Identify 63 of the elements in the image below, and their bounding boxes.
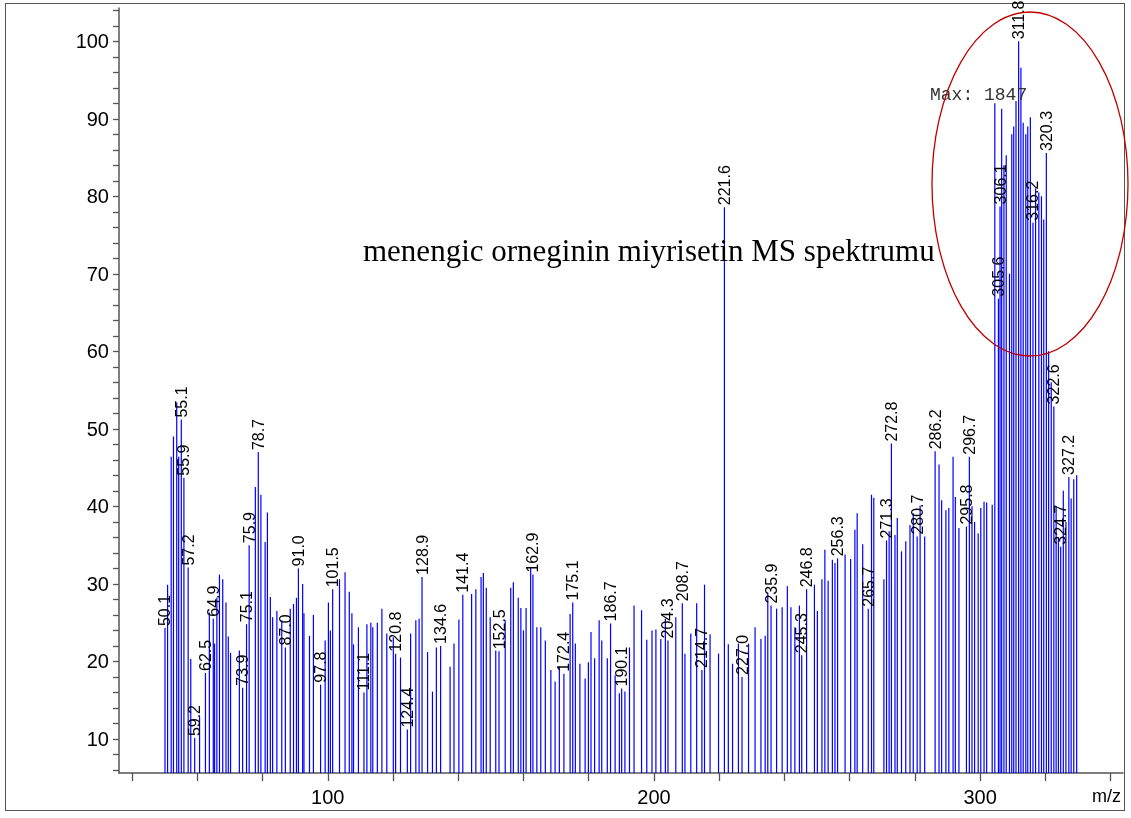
annotation: 141.4 xyxy=(454,552,472,593)
annotation: 280.7 xyxy=(908,494,926,535)
annotation: 221.6 xyxy=(715,165,733,206)
annotation: 324.7 xyxy=(1052,504,1070,545)
annotation: 62.5 xyxy=(196,639,214,672)
annotation: 152.5 xyxy=(490,609,508,650)
annotation: 87.0 xyxy=(276,614,294,646)
annotation: 75.9 xyxy=(240,511,258,544)
annotation: 57.2 xyxy=(179,534,197,566)
annotation: 162.9 xyxy=(524,532,542,573)
annotation: 271.3 xyxy=(878,498,896,539)
annotation: 186.7 xyxy=(602,581,620,622)
annotation: 175.1 xyxy=(564,560,582,601)
x-tick-label: 200 xyxy=(637,786,671,808)
x-tick-label: 100 xyxy=(311,786,345,808)
annotation: 64.9 xyxy=(204,585,222,617)
annotation: 124.4 xyxy=(398,687,416,728)
annotation: 227.0 xyxy=(733,634,751,675)
annotation: 75.1 xyxy=(238,590,256,623)
y-tick-label: 10 xyxy=(86,727,109,750)
annotation: 91.0 xyxy=(289,535,307,567)
annotation: 327.2 xyxy=(1060,434,1078,475)
annotation: 245.3 xyxy=(793,613,811,654)
annotation: 316.2 xyxy=(1024,180,1042,221)
annotation: 256.3 xyxy=(829,516,847,557)
y-tick-label: 50 xyxy=(86,417,109,440)
y-tick-label: 70 xyxy=(86,262,109,285)
annotation: 97.8 xyxy=(312,651,330,683)
annotation: 235.9 xyxy=(762,563,780,604)
annotation: 50.1 xyxy=(156,594,174,627)
annotation: 306.1 xyxy=(991,164,1009,205)
annotation: 214.7 xyxy=(693,627,711,668)
annotation: 286.2 xyxy=(926,409,944,450)
annotation: 305.6 xyxy=(989,256,1007,297)
annotation: 134.6 xyxy=(432,603,450,644)
annotation: 272.8 xyxy=(882,401,900,442)
y-tick-label: 40 xyxy=(86,495,109,518)
y-tick-label: 20 xyxy=(86,650,109,673)
annotation: 296.7 xyxy=(960,414,978,455)
annotation: 128.9 xyxy=(413,534,431,575)
y-tick-label: 80 xyxy=(86,185,109,208)
annotation: 320.3 xyxy=(1037,110,1055,151)
annotation: 172.4 xyxy=(555,631,573,672)
annotation: 246.8 xyxy=(798,547,816,588)
y-tick-label: 30 xyxy=(86,572,109,595)
annotation: 311.8 xyxy=(1010,0,1028,40)
x-axis-title: m/z xyxy=(1092,786,1121,806)
annotation: 78.7 xyxy=(249,418,267,451)
annotation: 73.9 xyxy=(234,654,252,686)
annotation: 190.1 xyxy=(613,646,631,687)
x-tick-label: 300 xyxy=(963,786,997,808)
annotation: 55.9 xyxy=(175,444,193,476)
annotation: 322.6 xyxy=(1045,364,1063,405)
annotation: 101.5 xyxy=(324,547,342,588)
annotation: 55.1 xyxy=(172,386,190,418)
annotation: 111.1 xyxy=(355,652,373,691)
annotation: 295.8 xyxy=(957,484,975,525)
y-tick-label: 100 xyxy=(75,30,109,53)
y-tick-label: 60 xyxy=(86,340,109,363)
annotation: 265.7 xyxy=(859,566,877,607)
annotation: 120.8 xyxy=(387,611,405,652)
annotation: 59.2 xyxy=(186,704,204,737)
y-tick-label: 90 xyxy=(86,107,109,130)
